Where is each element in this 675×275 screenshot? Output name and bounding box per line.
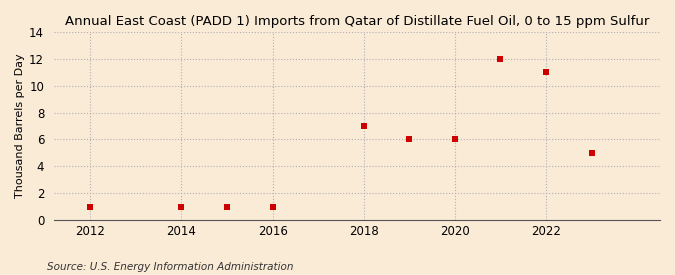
- Point: [85, 205, 96, 209]
- Point: [221, 205, 232, 209]
- Point: [495, 57, 506, 61]
- Text: Source: U.S. Energy Information Administration: Source: U.S. Energy Information Administ…: [47, 262, 294, 272]
- Point: [358, 124, 369, 128]
- Title: Annual East Coast (PADD 1) Imports from Qatar of Distillate Fuel Oil, 0 to 15 pp: Annual East Coast (PADD 1) Imports from …: [65, 15, 649, 28]
- Point: [450, 137, 460, 142]
- Point: [587, 151, 597, 155]
- Point: [541, 70, 551, 75]
- Point: [267, 205, 278, 209]
- Y-axis label: Thousand Barrels per Day: Thousand Barrels per Day: [15, 54, 25, 198]
- Point: [404, 137, 414, 142]
- Point: [176, 205, 187, 209]
